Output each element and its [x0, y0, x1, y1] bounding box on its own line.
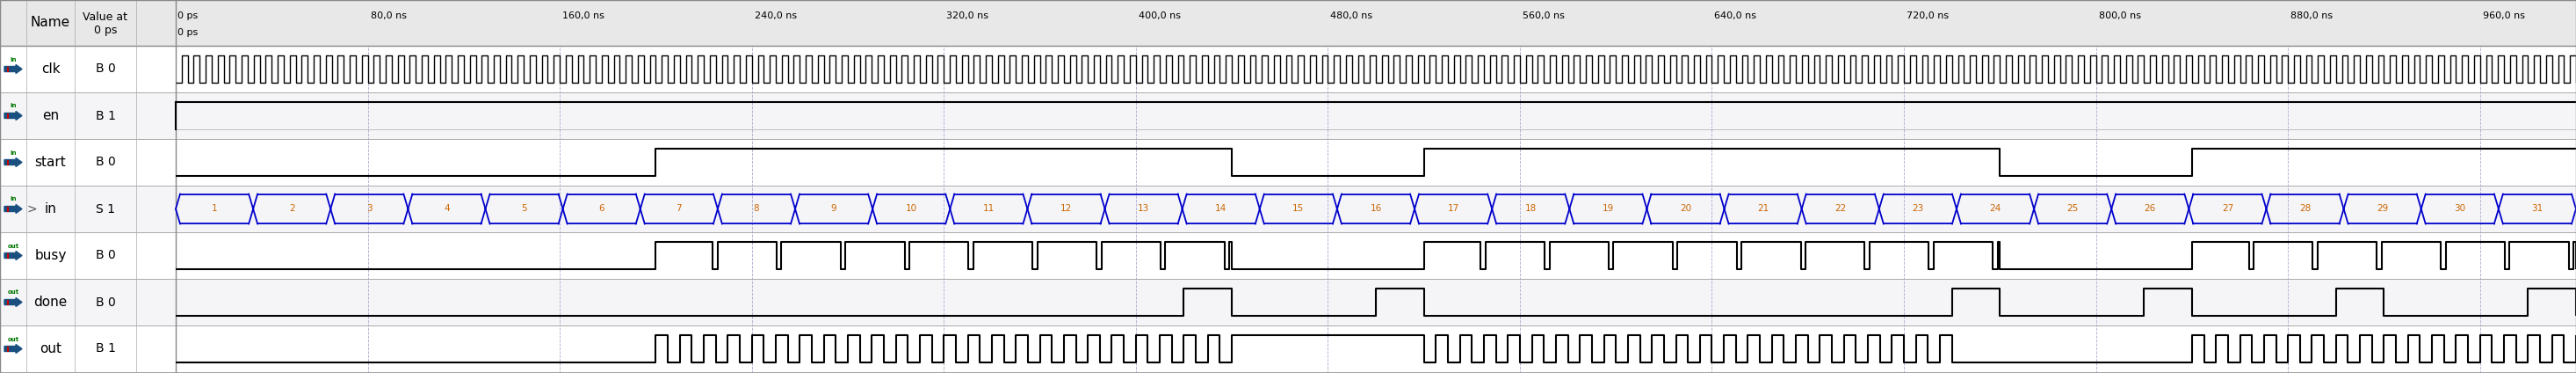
Text: 320,0 ns: 320,0 ns: [945, 12, 989, 21]
Text: B 0: B 0: [95, 250, 116, 262]
Text: out: out: [8, 243, 18, 248]
Text: 31: 31: [2532, 204, 2543, 213]
Bar: [0, 326, 2576, 372]
Text: in: in: [10, 150, 15, 155]
Text: 24: 24: [1989, 204, 2002, 213]
Text: 0 ps: 0 ps: [178, 29, 198, 37]
Text: out: out: [8, 290, 18, 295]
Polygon shape: [5, 204, 23, 213]
Bar: [0, 93, 2576, 139]
Text: 14: 14: [1216, 204, 1226, 213]
Text: 12: 12: [1061, 204, 1072, 213]
Text: 880,0 ns: 880,0 ns: [2290, 12, 2334, 21]
Text: 15: 15: [1293, 204, 1303, 213]
Text: in: in: [10, 197, 15, 202]
Text: 240,0 ns: 240,0 ns: [755, 12, 796, 21]
Polygon shape: [5, 65, 23, 73]
Text: 11: 11: [984, 204, 994, 213]
Text: out: out: [39, 342, 62, 355]
Bar: [0, 232, 2576, 279]
Bar: [0, 46, 2576, 93]
Text: B 1: B 1: [95, 343, 116, 355]
Text: 19: 19: [1602, 204, 1615, 213]
Text: 400,0 ns: 400,0 ns: [1139, 12, 1180, 21]
Text: clk: clk: [41, 62, 59, 76]
Bar: [0, 279, 2576, 326]
Text: >: >: [28, 203, 39, 215]
Text: 0 ps: 0 ps: [93, 25, 116, 37]
Text: B 0: B 0: [95, 296, 116, 308]
Polygon shape: [5, 158, 23, 167]
Text: 80,0 ns: 80,0 ns: [371, 12, 407, 21]
Text: 3: 3: [366, 204, 371, 213]
Text: B 0: B 0: [95, 156, 116, 169]
Text: out: out: [8, 336, 18, 342]
Text: 29: 29: [2378, 204, 2388, 213]
Text: 9: 9: [832, 204, 837, 213]
Text: in: in: [10, 103, 15, 109]
Bar: [0, 0, 2576, 46]
Text: 1: 1: [211, 204, 216, 213]
Text: 20: 20: [1680, 204, 1692, 213]
Text: Value at: Value at: [82, 12, 129, 23]
Text: 22: 22: [1834, 204, 1847, 213]
Text: 21: 21: [1757, 204, 1770, 213]
Text: 25: 25: [2066, 204, 2079, 213]
Text: 5: 5: [520, 204, 528, 213]
Text: start: start: [36, 156, 67, 169]
Text: 27: 27: [2221, 204, 2233, 213]
Text: 16: 16: [1370, 204, 1381, 213]
Text: 480,0 ns: 480,0 ns: [1329, 12, 1373, 21]
Text: 800,0 ns: 800,0 ns: [2099, 12, 2141, 21]
Text: 640,0 ns: 640,0 ns: [1716, 12, 1757, 21]
Text: busy: busy: [33, 249, 67, 262]
Polygon shape: [5, 111, 23, 120]
Text: S 1: S 1: [95, 203, 116, 215]
Text: in: in: [10, 57, 15, 62]
Text: 13: 13: [1139, 204, 1149, 213]
Text: 8: 8: [755, 204, 760, 213]
Bar: [0, 139, 2576, 186]
Text: 18: 18: [1525, 204, 1535, 213]
Text: 6: 6: [598, 204, 605, 213]
Text: 23: 23: [1911, 204, 1924, 213]
Text: 2: 2: [289, 204, 294, 213]
Text: 160,0 ns: 160,0 ns: [562, 12, 605, 21]
Text: 28: 28: [2300, 204, 2311, 213]
Text: in: in: [44, 202, 57, 216]
Text: 960,0 ns: 960,0 ns: [2483, 12, 2524, 21]
Text: 17: 17: [1448, 204, 1458, 213]
Text: B 1: B 1: [95, 110, 116, 122]
Bar: [0, 186, 2576, 232]
Text: B 0: B 0: [95, 63, 116, 75]
Polygon shape: [5, 251, 23, 260]
Text: 4: 4: [443, 204, 451, 213]
Text: 30: 30: [2455, 204, 2465, 213]
Text: Name: Name: [31, 16, 70, 29]
Text: 0 ps: 0 ps: [178, 12, 198, 21]
Text: en: en: [41, 109, 59, 122]
Polygon shape: [5, 344, 23, 353]
Text: 10: 10: [907, 204, 917, 213]
Text: 7: 7: [675, 204, 683, 213]
Text: 26: 26: [2143, 204, 2156, 213]
Text: 720,0 ns: 720,0 ns: [1906, 12, 1950, 21]
Text: 560,0 ns: 560,0 ns: [1522, 12, 1564, 21]
Polygon shape: [5, 298, 23, 307]
Text: done: done: [33, 295, 67, 309]
